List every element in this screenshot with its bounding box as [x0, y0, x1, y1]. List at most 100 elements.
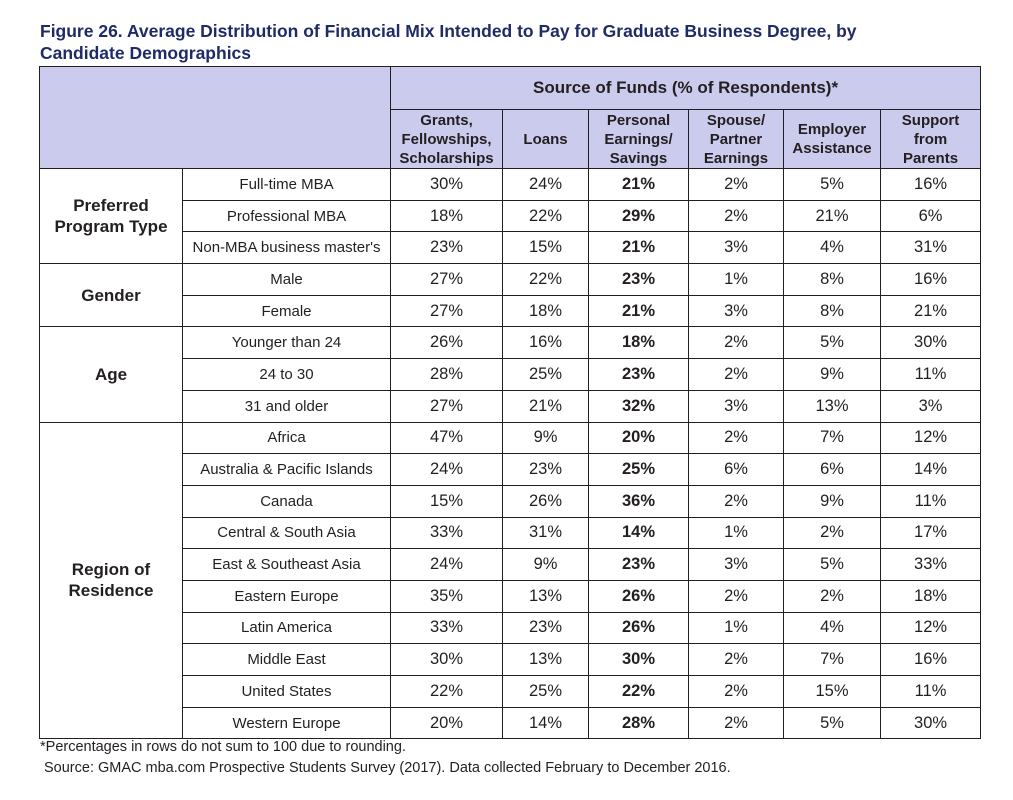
value-cell: 18% — [879, 579, 982, 613]
value-cell: 17% — [879, 516, 982, 550]
value-cell: 16% — [879, 168, 982, 201]
value-cell: 30% — [588, 643, 689, 676]
value-cell: 2% — [688, 199, 784, 233]
figure-title-line-2: Candidate Demographics — [40, 43, 252, 63]
value-cell: 23% — [390, 231, 503, 265]
value-cell: 13% — [502, 643, 589, 676]
value-cell: 22% — [502, 199, 589, 233]
value-cell: 8% — [783, 263, 881, 296]
column-header-line: Employer — [797, 121, 867, 138]
value-cell: 15% — [390, 484, 503, 518]
value-cell: 2% — [783, 579, 881, 613]
value-cell: 24% — [390, 548, 503, 581]
value-cell: 28% — [390, 358, 503, 391]
row-label-cell: Non-MBA business master's — [182, 231, 391, 265]
column-header-line: Grants, — [420, 111, 473, 129]
value-cell: 22% — [588, 675, 689, 708]
value-cell: 24% — [390, 453, 503, 486]
value-cell: 26% — [390, 326, 503, 360]
value-cell: 5% — [783, 326, 881, 360]
row-label-cell: 31 and older — [182, 389, 391, 423]
value-cell: 9% — [502, 548, 589, 581]
figure-title-line-1: Figure 26. Average Distribution of Finan… — [40, 21, 857, 41]
value-cell: 32% — [588, 389, 689, 423]
value-cell: 14% — [879, 453, 982, 486]
row-label-cell: Male — [182, 263, 391, 296]
row-label-cell: Latin America — [182, 611, 391, 645]
value-cell: 23% — [502, 611, 589, 645]
value-cell: 27% — [390, 389, 503, 423]
column-header-row: Grants, Fellowships, Scholarships Loans Pers… — [40, 109, 982, 169]
figure-title: Figure 26. Average Distribution of Finan… — [40, 20, 980, 64]
value-cell: 25% — [502, 358, 589, 391]
column-header-line: Loans — [523, 130, 568, 148]
column-header: Personal Earnings/Savings — [588, 109, 689, 169]
value-cell: 7% — [783, 421, 881, 455]
value-cell: 1% — [688, 516, 784, 550]
table-row: 31 and older 27% 21% 32% 3% 13% 3% — [40, 389, 982, 423]
footnote: *Percentages in rows do not sum to 100 d… — [40, 739, 406, 755]
value-cell: 31% — [879, 231, 982, 265]
value-cell: 3% — [688, 548, 784, 581]
value-cell: 16% — [502, 326, 589, 360]
value-cell: 2% — [688, 643, 784, 676]
table-row: Canada 15% 26% 36% 2% 9% 11% — [40, 484, 982, 518]
column-header: Employer Assistance — [783, 109, 881, 169]
row-label-cell: Younger than 24 — [182, 326, 391, 360]
table-row: Gender Male 27% 22% 23% 1% 8% 16% — [39, 263, 982, 328]
table-header: Source of Funds (% of Respondents)* Gran… — [39, 66, 982, 169]
table-row: Western Europe 20% 14% 28% 2% 5% 30% — [40, 706, 982, 740]
value-cell: 5% — [783, 548, 881, 581]
row-label-cell: Canada — [182, 484, 391, 518]
value-cell: 36% — [588, 484, 689, 518]
column-header: Support from Parents — [879, 109, 982, 169]
value-cell: 30% — [879, 706, 982, 740]
value-cell: 13% — [502, 579, 589, 613]
value-cell: 11% — [879, 358, 982, 391]
value-cell: 3% — [688, 231, 784, 265]
value-cell: 47% — [390, 421, 503, 455]
value-cell: 2% — [688, 358, 784, 391]
value-cell: 16% — [879, 263, 982, 296]
value-cell: 24% — [502, 168, 589, 201]
value-cell: 15% — [783, 675, 881, 708]
table-row: Eastern Europe 35% 13% 26% 2% 2% 18% — [40, 579, 982, 613]
value-cell: 1% — [688, 611, 784, 645]
value-cell: 2% — [688, 579, 784, 613]
value-cell: 33% — [390, 516, 503, 550]
column-header-line: Spouse/ — [706, 111, 766, 129]
column-header-line: Personal — [606, 111, 671, 129]
column-header-line: Savings — [609, 149, 668, 167]
value-cell: 26% — [502, 484, 589, 518]
value-cell: 2% — [688, 168, 784, 201]
group-label-line: Age — [94, 364, 128, 384]
row-label-cell: Female — [182, 294, 391, 328]
row-label-cell: Middle East — [182, 643, 391, 676]
group-label-line: Gender — [81, 285, 141, 305]
column-header: Grants, Fellowships, Scholarships — [390, 109, 503, 169]
value-cell: 18% — [588, 326, 689, 360]
group-label-cell: Region of Residence — [39, 421, 183, 740]
row-label-cell: Western Europe — [182, 706, 391, 740]
value-cell: 18% — [390, 199, 503, 233]
value-cell: 18% — [502, 294, 589, 328]
column-header-line: Earnings — [703, 149, 769, 167]
value-cell: 33% — [390, 611, 503, 645]
value-cell: 23% — [588, 548, 689, 581]
value-cell: 20% — [588, 421, 689, 455]
table-row: Preferred Program Type Full-time MBA 30% 24%… — [39, 167, 982, 265]
value-cell: 5% — [783, 168, 881, 201]
column-header-line: from — [913, 130, 948, 148]
row-label-cell: Africa — [182, 421, 391, 455]
value-cell: 2% — [688, 421, 784, 455]
row-label-cell: 24 to 30 — [182, 358, 391, 391]
column-header-line: Partner — [709, 130, 763, 148]
column-header-line: Fellowships, — [401, 130, 492, 148]
value-cell: 35% — [390, 579, 503, 613]
value-cell: 23% — [588, 263, 689, 296]
table-body: Preferred Program Type Full-time MBA 30% 24%… — [39, 167, 982, 740]
table-row: Age Younger than 24 26% 16% 18% 2% 5% 30% — [39, 326, 982, 423]
group-label-cell: Gender — [39, 263, 183, 328]
value-cell: 6% — [783, 453, 881, 486]
source-of-funds-header: Source of Funds (% of Respondents)* — [389, 66, 982, 110]
